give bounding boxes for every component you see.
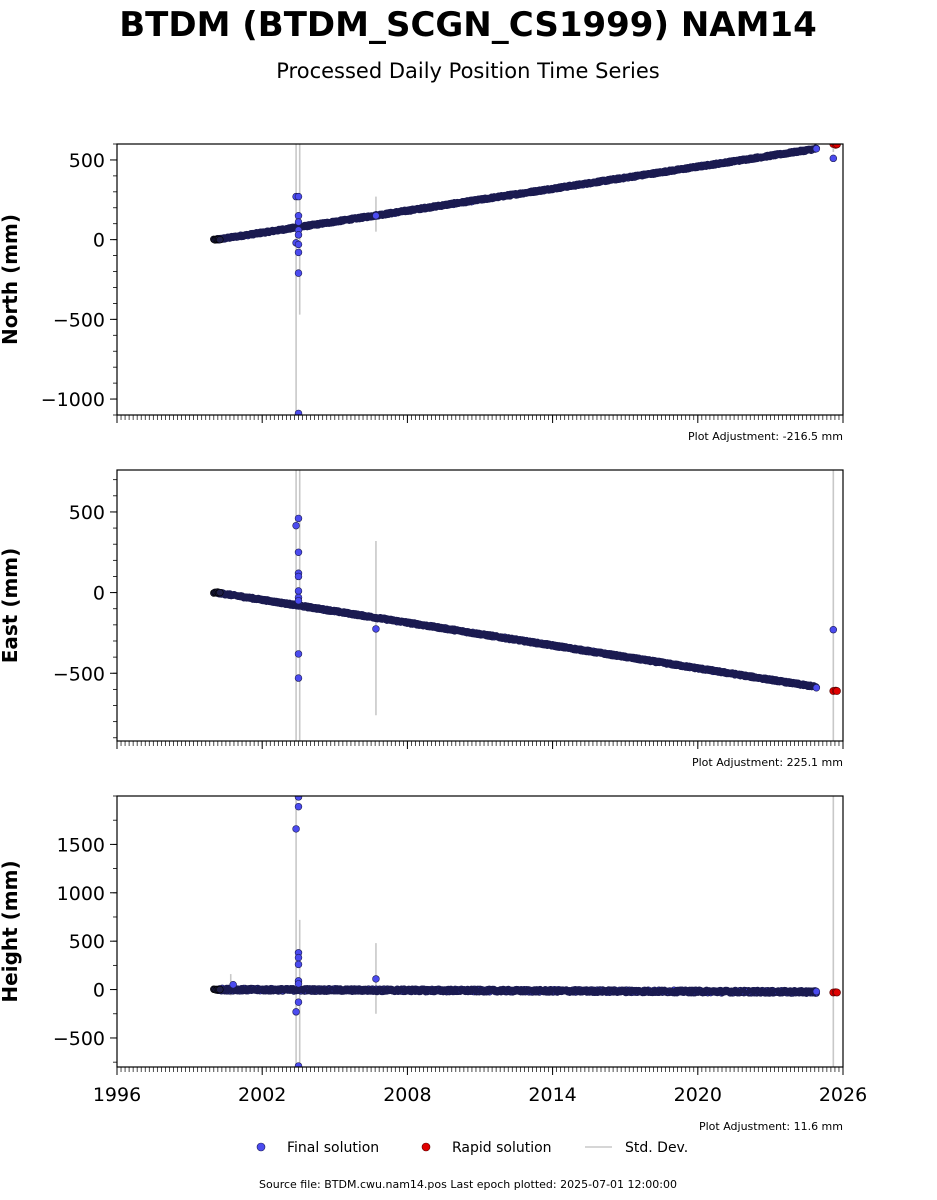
final-point: [812, 987, 821, 996]
plot-area: [210, 144, 841, 415]
legend-rapid-marker: [421, 1142, 431, 1152]
y-tick-label: 1000: [57, 883, 105, 905]
panels: −1000 −500 0 500 North (mm) Plot Adjustment: …: [0, 143, 867, 1133]
final-point: [294, 269, 303, 277]
final-point: [294, 587, 303, 595]
legend-final-label: Final solution: [287, 1140, 379, 1156]
final-point: [216, 985, 224, 994]
x-tick-label: 2008: [383, 1084, 431, 1106]
y-tick-label: −500: [53, 309, 105, 331]
final-point: [294, 980, 303, 988]
final-point: [292, 825, 300, 833]
final-point: [294, 192, 303, 201]
plot-area: [210, 470, 841, 741]
axes-frame: [116, 795, 844, 1068]
axes-frame: [116, 143, 844, 416]
final-point: [294, 802, 303, 811]
chart-subtitle: Processed Daily Position Time Series: [276, 59, 660, 83]
final-point: [829, 154, 838, 163]
final-point: [294, 409, 303, 415]
y-axis-label: East (mm): [0, 548, 22, 664]
final-point: [294, 548, 303, 556]
y-tick-label: 1500: [57, 834, 105, 856]
final-point: [294, 1062, 303, 1067]
final-solution-trend: [212, 144, 820, 244]
final-solution-series: [210, 144, 838, 415]
chart-title: BTDM (BTDM_SCGN_CS1999) NAM14: [119, 5, 817, 45]
panel-3: −500 0 500 1000 1500 1996 2002 2008 2014 2020 2026…: [0, 795, 867, 1133]
plot-area: [210, 796, 841, 1067]
final-solution-series: [210, 796, 821, 1067]
final-point: [294, 572, 303, 581]
final-point: [229, 981, 237, 989]
final-point: [294, 212, 303, 220]
x-tick-label: 2020: [674, 1084, 722, 1106]
panel-1: −1000 −500 0 500 North (mm) Plot Adjustment: …: [0, 143, 844, 443]
final-point: [372, 212, 380, 220]
final-point: [812, 145, 821, 153]
final-point: [216, 236, 224, 244]
final-point: [372, 625, 380, 633]
y-tick-label: 0: [93, 980, 105, 1002]
final-point: [294, 240, 303, 249]
final-point: [829, 625, 838, 634]
rapid-point: [833, 687, 841, 695]
final-point: [294, 796, 303, 801]
final-point: [294, 514, 303, 523]
final-point: [812, 684, 821, 692]
x-tick-label: 1996: [93, 1084, 141, 1106]
source-footer: Source file: BTDM.cwu.nam14.pos Last epo…: [259, 1178, 677, 1191]
legend-rapid-label: Rapid solution: [452, 1140, 552, 1156]
final-point: [294, 218, 303, 226]
y-axis-label: Height (mm): [0, 860, 22, 1002]
legend-final-marker: [256, 1142, 266, 1152]
y-axis-label: North (mm): [0, 214, 22, 345]
y-tick-label: 500: [69, 150, 105, 172]
y-tick-label: 500: [69, 502, 105, 524]
final-point: [216, 588, 224, 597]
plot-adjustment: Plot Adjustment: -216.5 mm: [688, 430, 843, 443]
final-point: [294, 650, 303, 658]
legend-stddev-label: Std. Dev.: [625, 1140, 688, 1156]
final-point: [372, 975, 380, 983]
y-tick-label: −1000: [41, 389, 105, 411]
final-point: [294, 998, 303, 1006]
final-point: [294, 248, 303, 257]
plot-adjustment: Plot Adjustment: 225.1 mm: [692, 756, 843, 769]
final-point: [294, 953, 303, 962]
y-tick-label: 0: [93, 230, 105, 252]
final-point: [294, 596, 303, 605]
y-tick-label: −500: [53, 663, 105, 685]
final-point: [294, 674, 303, 682]
x-tick-label: 2026: [819, 1084, 867, 1106]
final-point: [294, 231, 303, 239]
legend: Final solution Rapid solution Std. Dev.: [256, 1140, 688, 1156]
final-point: [292, 521, 300, 530]
x-tick-label: 2014: [528, 1084, 576, 1106]
plot-adjustment: Plot Adjustment: 11.6 mm: [699, 1120, 843, 1133]
final-solution-trend: [212, 588, 820, 691]
y-tick-label: 500: [69, 931, 105, 953]
rapid-point: [833, 988, 841, 997]
final-solution-trend: [212, 984, 820, 997]
y-tick-label: 0: [93, 583, 105, 605]
axes-frame: [116, 469, 844, 742]
final-solution-series: [210, 514, 838, 692]
final-point: [294, 960, 303, 969]
x-tick-label: 2002: [238, 1084, 286, 1106]
final-point: [292, 1008, 300, 1016]
panel-2: −500 0 500 East (mm) Plot Adjustment: 225.1 …: [0, 469, 844, 769]
y-tick-label: −500: [53, 1028, 105, 1050]
